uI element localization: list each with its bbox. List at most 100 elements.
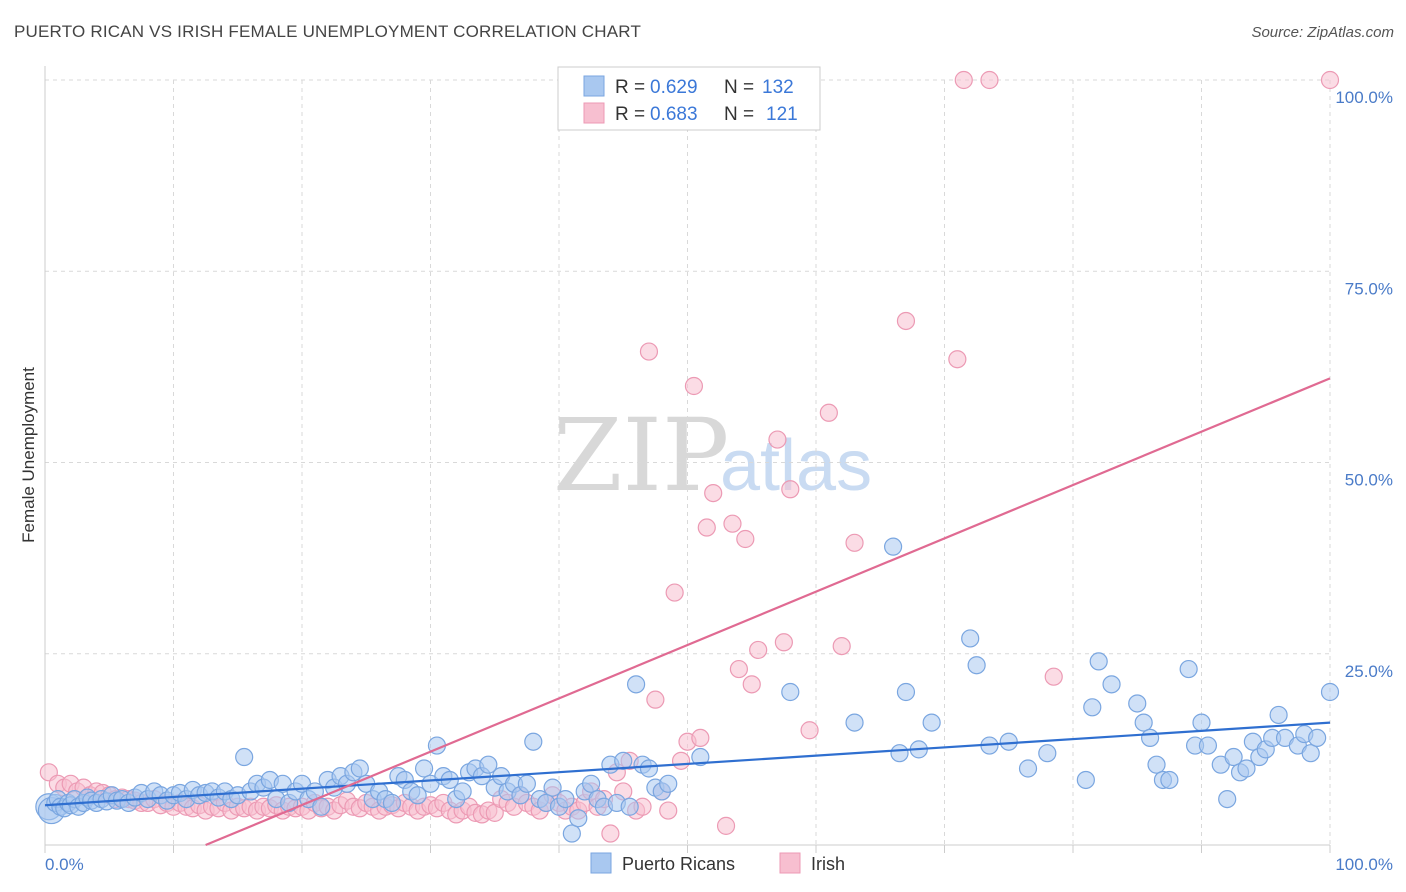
irish-point [742, 675, 761, 694]
legend-r-value: 0.683 [650, 104, 698, 125]
puerto-rican-point [883, 537, 903, 556]
irish-point [781, 480, 800, 499]
irish-point [845, 533, 864, 552]
puerto-rican-points [35, 537, 1340, 843]
puerto-rican-point [961, 629, 980, 648]
legend-n-label: N = [724, 104, 754, 125]
puerto-rican-point [1224, 747, 1243, 767]
legend-n-label: N = [724, 77, 754, 98]
irish-point [691, 728, 710, 748]
puerto-rican-point [967, 656, 986, 675]
irish-point [1044, 667, 1063, 686]
puerto-rican-point [517, 774, 536, 793]
irish-point [768, 430, 787, 449]
puerto-rican-trend-line [44, 721, 1331, 807]
irish-point [819, 403, 838, 422]
irish-point [697, 518, 716, 537]
bottom-legend-label: Puerto Ricans [622, 854, 735, 874]
legend-swatch-pink [583, 102, 605, 124]
y-tick-labels: 25.0% 50.0% 75.0% 100.0% [1335, 88, 1393, 681]
irish-point [659, 801, 678, 820]
puerto-rican-point [1320, 682, 1340, 702]
puerto-rican-point [543, 778, 562, 797]
axes [44, 66, 1331, 853]
legend-r-label: R = [615, 104, 645, 125]
bottom-legend-swatch-blue [590, 852, 612, 874]
puerto-rican-point [562, 824, 581, 843]
puerto-rican-point [1076, 770, 1095, 790]
bottom-legend-label: Irish [811, 854, 845, 874]
chart-title: PUERTO RICAN VS IRISH FEMALE UNEMPLOYMEN… [14, 22, 642, 41]
puerto-rican-point [414, 759, 434, 778]
trend-lines [44, 377, 1331, 847]
x-tick-label: 0.0% [45, 855, 84, 874]
puerto-rican-point [1018, 759, 1038, 778]
puerto-rican-point [922, 713, 941, 732]
y-tick-label: 50.0% [1345, 471, 1393, 490]
irish-point [774, 633, 793, 652]
irish-point [896, 311, 916, 331]
puerto-rican-point [235, 747, 254, 767]
puerto-rican-point [479, 755, 498, 774]
puerto-rican-point [1147, 755, 1166, 774]
grid-lines [45, 79, 1331, 845]
puerto-rican-point [524, 732, 543, 751]
y-axis-label: Female Unemployment [19, 367, 38, 543]
puerto-rican-point [1102, 675, 1121, 694]
irish-point [800, 721, 819, 740]
irish-point [723, 514, 742, 533]
puerto-rican-point [845, 713, 864, 732]
irish-trend-line [205, 377, 1331, 847]
puerto-rican-point [1269, 705, 1288, 725]
irish-point [948, 350, 967, 369]
bottom-legend: Puerto Ricans Irish [590, 852, 845, 874]
puerto-rican-point [408, 786, 427, 805]
bottom-legend-swatch-pink [779, 852, 801, 874]
irish-point [646, 690, 665, 709]
puerto-rican-point [1134, 713, 1153, 732]
legend-r-label: R = [615, 77, 645, 98]
puerto-rican-point [569, 809, 588, 828]
puerto-rican-point [659, 774, 678, 793]
puerto-rican-point [1089, 652, 1108, 671]
puerto-rican-point [1192, 713, 1211, 732]
legend-swatch-blue [583, 75, 605, 97]
legend-box: R = 0.629 N = 132 R = 0.683 N = 121 [557, 66, 821, 131]
irish-point [704, 484, 723, 503]
y-tick-label: 100.0% [1335, 88, 1393, 107]
puerto-rican-point [896, 682, 916, 702]
legend-n-value: 132 [762, 77, 794, 98]
irish-point [832, 636, 851, 656]
puerto-rican-point [312, 797, 331, 816]
puerto-rican-point [382, 793, 402, 813]
puerto-rican-point [1301, 744, 1320, 763]
irish-point [954, 70, 973, 90]
y-tick-label: 75.0% [1345, 279, 1393, 298]
puerto-rican-point [890, 744, 909, 763]
puerto-rican-point [614, 751, 633, 770]
irish-point [1320, 70, 1340, 90]
puerto-rican-point [781, 682, 800, 702]
puerto-rican-point [1083, 698, 1102, 717]
puerto-rican-point [582, 774, 601, 793]
puerto-rican-point [556, 789, 575, 809]
watermark-zip: ZIP [553, 397, 729, 514]
irish-point [749, 640, 768, 660]
puerto-rican-point [1160, 770, 1179, 790]
irish-point [601, 824, 620, 843]
puerto-rican-point [620, 797, 639, 816]
legend-n-value: 121 [766, 104, 798, 125]
irish-point [671, 751, 691, 770]
y-tick-label: 25.0% [1345, 662, 1393, 681]
puerto-rican-point [1140, 728, 1160, 748]
x-tick-labels: 0.0% 100.0% [45, 855, 1393, 874]
puerto-rican-point [1308, 728, 1327, 748]
irish-point [716, 816, 736, 835]
puerto-rican-point [1198, 736, 1218, 755]
puerto-rican-point [626, 675, 646, 694]
irish-point [684, 376, 704, 396]
puerto-rican-point [1179, 659, 1198, 679]
puerto-rican-point [1038, 744, 1057, 763]
puerto-rican-point [1218, 789, 1237, 809]
